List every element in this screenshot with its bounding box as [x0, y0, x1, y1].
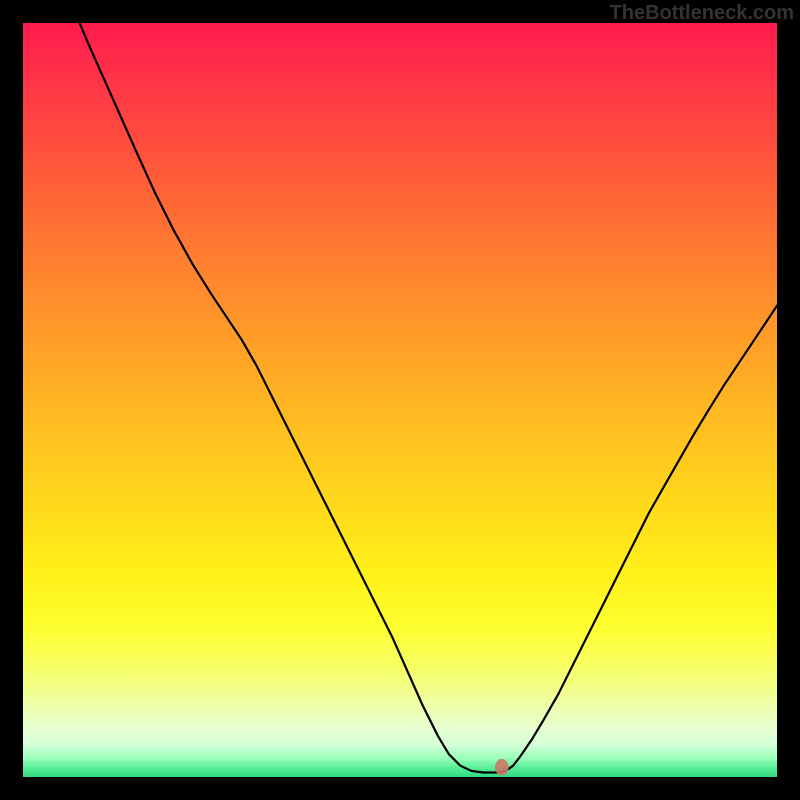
- gradient-background: [23, 23, 777, 777]
- watermark-text: TheBottleneck.com: [610, 2, 794, 25]
- plot-area: [23, 23, 777, 777]
- chart-svg: [23, 23, 777, 777]
- optimum-marker: [495, 759, 509, 776]
